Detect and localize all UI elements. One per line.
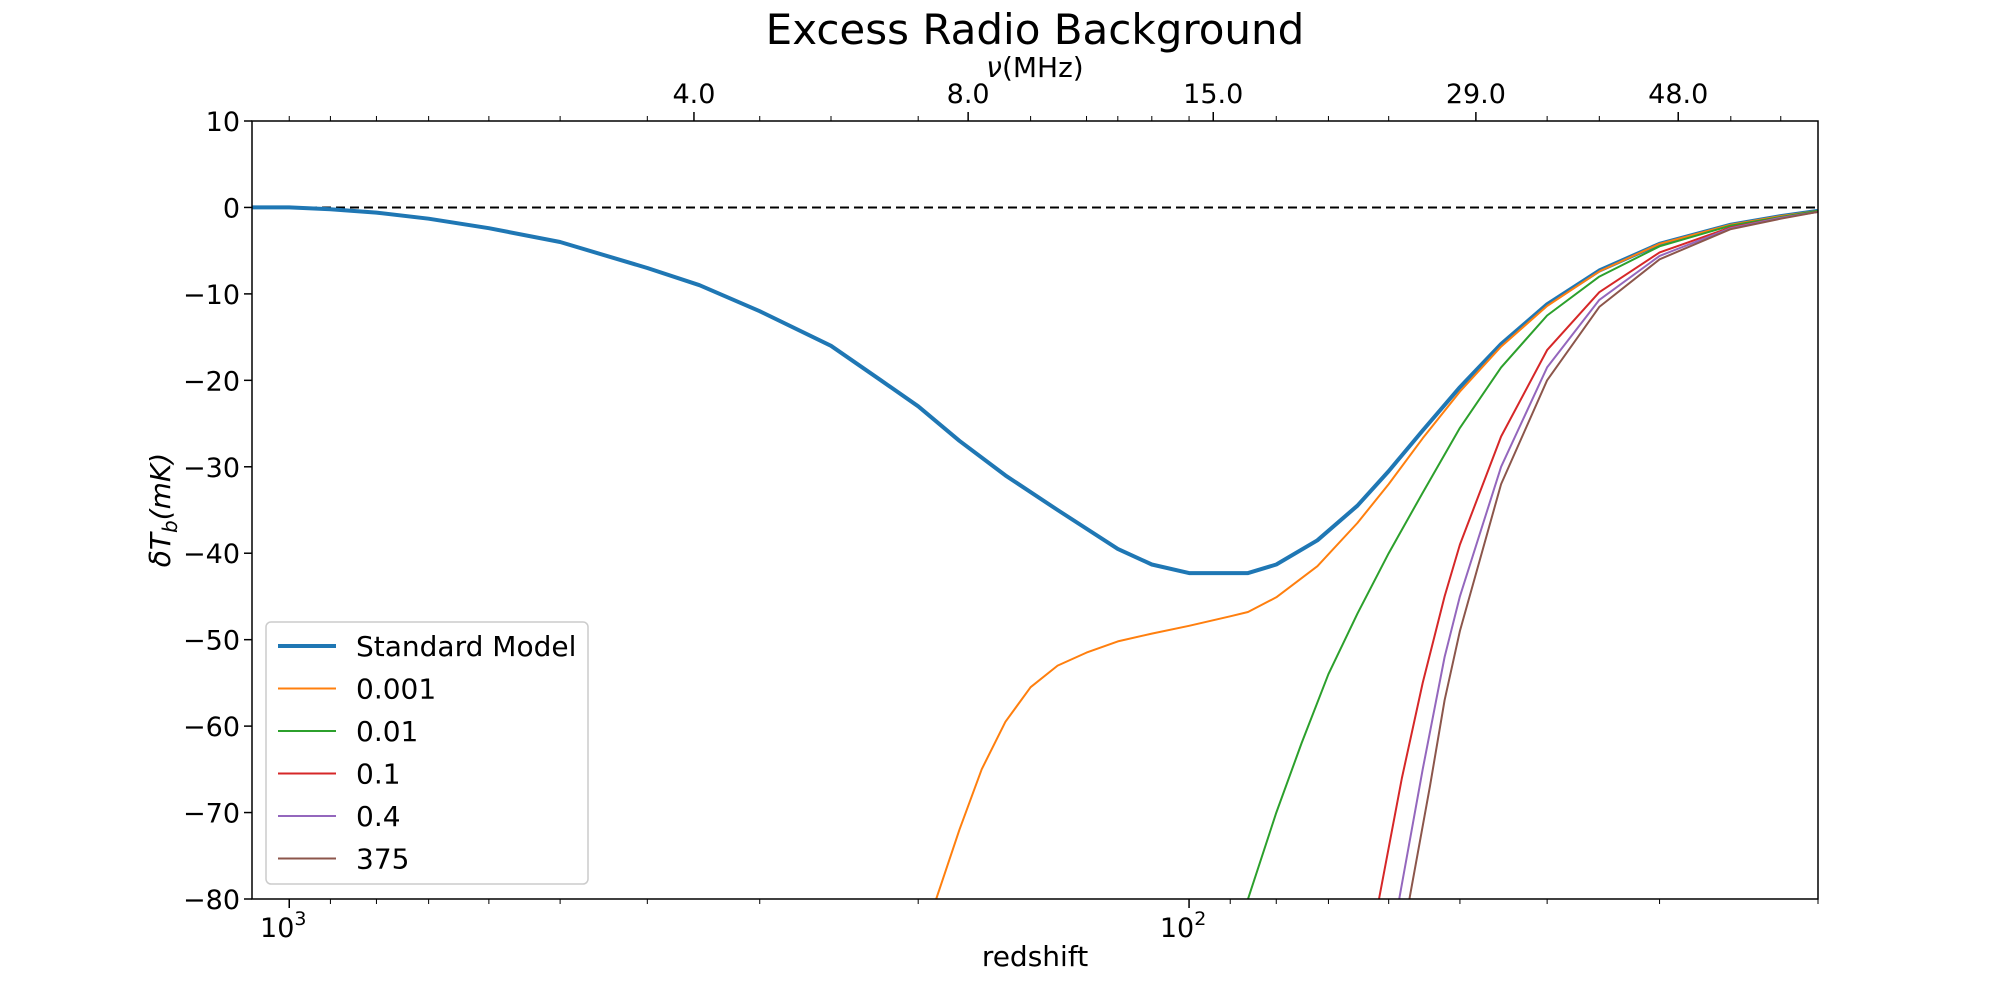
x-tick-label-base: 10 xyxy=(1160,913,1194,944)
top-tick-label: 15.0 xyxy=(1183,79,1243,110)
legend-label-3: 0.1 xyxy=(356,758,401,791)
series-line-1 xyxy=(935,209,1818,899)
top-axis-label: ν(MHz) xyxy=(986,51,1083,84)
top-tick-label: 29.0 xyxy=(1446,79,1506,110)
top-tick-label: 4.0 xyxy=(672,79,715,110)
x-tick-label-base: 10 xyxy=(260,913,294,944)
x-tick-label: 102 xyxy=(1160,908,1206,944)
y-tick-label: −40 xyxy=(183,539,240,570)
y-axis-label-main: δT xyxy=(144,531,177,567)
y-tick-label: −80 xyxy=(183,885,240,916)
top-tick-label: 48.0 xyxy=(1648,79,1708,110)
y-axis-label: δTb(mK) xyxy=(144,453,182,567)
x-axis-label: redshift xyxy=(982,940,1088,973)
x-tick-label: 103 xyxy=(260,908,306,944)
x-tick-label-exp: 3 xyxy=(294,908,306,930)
series-line-5 xyxy=(1408,210,1818,899)
y-tick-label: −20 xyxy=(183,366,240,397)
y-axis-label-sub: b xyxy=(158,520,182,533)
chart-title: Excess Radio Background xyxy=(766,5,1305,54)
y-axis-label-unit: (mK) xyxy=(144,453,177,520)
y-tick-label: −60 xyxy=(183,712,240,743)
legend-label-1: 0.001 xyxy=(356,673,436,706)
plot-area xyxy=(252,205,1818,899)
legend-label-2: 0.01 xyxy=(356,715,418,748)
y-tick-label: −70 xyxy=(183,799,240,830)
x-tick-label-exp: 2 xyxy=(1194,908,1206,930)
top-axis-label-symbol: ν xyxy=(986,51,1002,84)
y-tick-label: −50 xyxy=(183,626,240,657)
legend-label-0: Standard Model xyxy=(356,630,576,663)
series-group xyxy=(252,205,1818,899)
axes-frame xyxy=(251,120,1819,900)
series-line-2 xyxy=(1247,209,1818,899)
series-line-0 xyxy=(252,205,1818,576)
series-line-4 xyxy=(1398,210,1818,899)
y-tick-label: 0 xyxy=(223,193,240,224)
y-tick-label: −10 xyxy=(183,280,240,311)
series-line-3 xyxy=(1378,210,1818,899)
top-axis-label-unit: (MHz) xyxy=(1002,51,1084,84)
legend-box xyxy=(265,621,589,885)
legend-label-5: 375 xyxy=(356,843,409,876)
legend-label-4: 0.4 xyxy=(356,800,401,833)
y-tick-label: −30 xyxy=(183,453,240,484)
legend: Standard Model 0.001 0.01 0.1 0.4 375 xyxy=(265,621,589,885)
top-tick-label: 8.0 xyxy=(947,79,990,110)
y-tick-label: 10 xyxy=(206,107,240,138)
